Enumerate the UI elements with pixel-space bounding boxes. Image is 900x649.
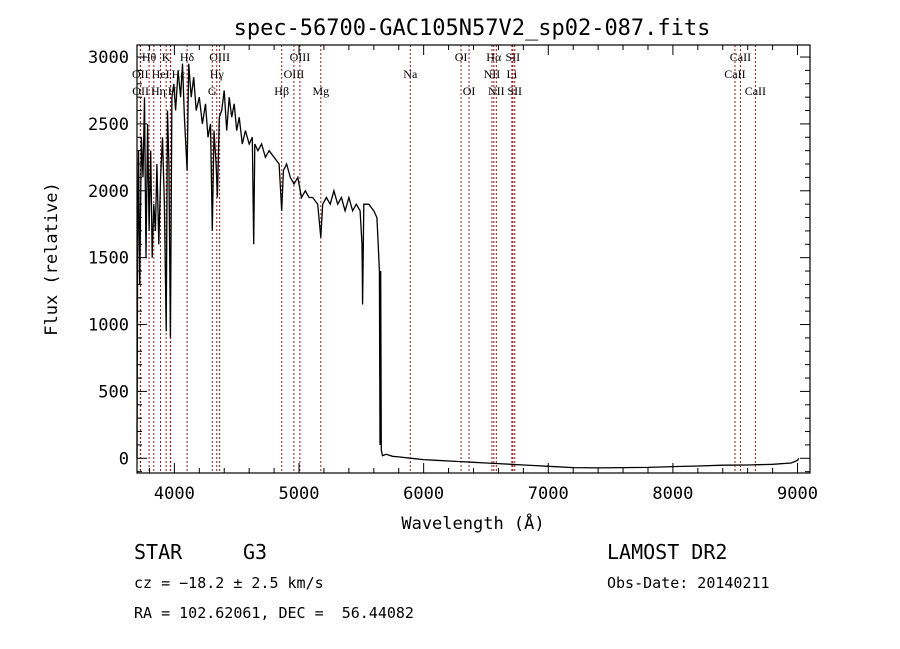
x-tick-label: 5000 [279, 484, 320, 504]
y-tick-label: 500 [98, 382, 129, 402]
axis-ticks: 4000 5000 6000 7000 8000 9000 0 500 1000 1500 2000… [88, 45, 818, 504]
spectral-line-label: SII [506, 50, 521, 64]
x-tick-label: 8000 [652, 484, 693, 504]
plot-frame [136, 44, 811, 474]
spectral-line-label: Na [403, 67, 418, 81]
spectral-line-label: OIII [209, 50, 230, 64]
observation-date: Obs-Date: 20140211 [607, 574, 770, 592]
y-tick-label: 0 [119, 449, 129, 469]
redshift-cz: cz = −18.2 ± 2.5 km/s [134, 574, 324, 592]
spectral-line-label: Li [507, 67, 518, 81]
spectral-line-label: Hβ [274, 84, 289, 98]
spectral-line-label: SII [507, 84, 522, 98]
spectral-line-label: NII [484, 67, 501, 81]
spectral-line-label: Hη [151, 84, 166, 98]
spectral-line-label: Hθ [142, 50, 157, 64]
spectral-line-label: OII [132, 84, 149, 98]
spectral-line-label: K [162, 50, 171, 64]
x-tick-label: 7000 [528, 484, 569, 504]
spectral-line-label: CaII [730, 50, 751, 64]
spectral-line-label: Hα [486, 50, 502, 64]
y-tick-label: 3000 [88, 48, 129, 68]
spectral-line-label: OIII [284, 67, 305, 81]
spectral-line-label: Mg [313, 84, 330, 98]
survey-name: LAMOST DR2 [607, 540, 727, 564]
spectral-line-label: HeI [152, 67, 170, 81]
spectral-line-label: OI [455, 50, 468, 64]
spectral-line-label: NII [488, 84, 505, 98]
x-tick-label: 6000 [403, 484, 444, 504]
y-tick-label: 1000 [88, 316, 129, 336]
y-tick-label: 2500 [88, 115, 129, 135]
spectral-line-label: G [208, 84, 217, 98]
x-tick-label: 4000 [154, 484, 195, 504]
object-subclass: G3 [243, 540, 267, 564]
spectral-line-label: OIII [290, 50, 311, 64]
x-tick-label: 9000 [777, 484, 818, 504]
y-tick-label: 2000 [88, 182, 129, 202]
spectrum-line [136, 63, 800, 469]
chart-title: spec-56700-GAC105N57V2_sp02-087.fits [234, 16, 711, 41]
spectral-line-label: OI [463, 84, 476, 98]
spectral-line-label: CaII [745, 84, 766, 98]
spectral-line-label: CaII [724, 67, 745, 81]
x-axis-label: Wavelength (Å) [401, 512, 544, 534]
spectral-line-label: Hγ [210, 67, 225, 81]
y-tick-label: 1500 [88, 249, 129, 269]
object-class: STAR [134, 540, 183, 564]
coordinates: RA = 102.62061, DEC = 56.44082 [134, 604, 414, 622]
y-axis-label: Flux (relative) [42, 182, 62, 336]
spectral-line-label: Hδ [180, 50, 195, 64]
